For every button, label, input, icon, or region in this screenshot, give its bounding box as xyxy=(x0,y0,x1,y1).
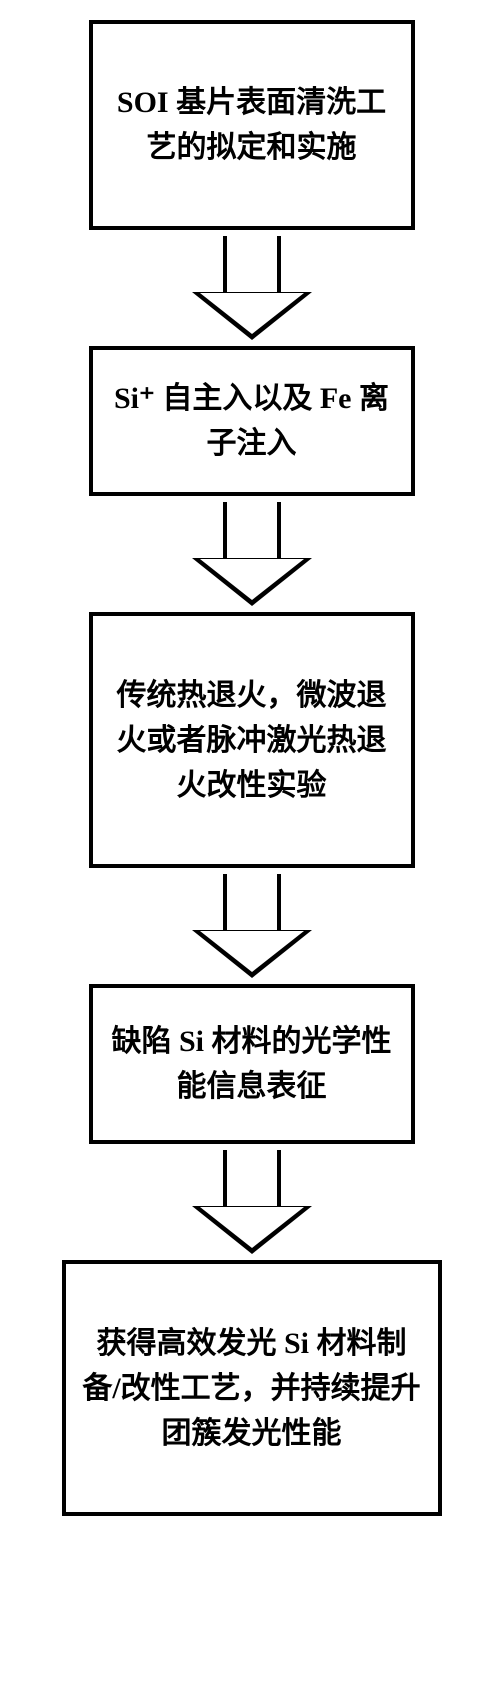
flow-arrow-4 xyxy=(192,1150,312,1254)
flow-step-3: 传统热退火，微波退火或者脉冲激光热退火改性实验 xyxy=(89,612,415,868)
flow-arrow-2 xyxy=(192,502,312,606)
flow-arrow-1 xyxy=(192,236,312,340)
arrow-stem xyxy=(223,236,281,292)
flow-step-1-label: SOI 基片表面清洗工艺的拟定和实施 xyxy=(109,80,395,170)
flow-step-5-label: 获得高效发光 Si 材料制备/改性工艺，并持续提升团簇发光性能 xyxy=(82,1321,422,1456)
arrow-head-icon xyxy=(192,1206,312,1254)
arrow-stem xyxy=(223,874,281,930)
flow-step-2-label: Si⁺ 自主入以及 Fe 离子注入 xyxy=(109,376,395,466)
flow-arrow-3 xyxy=(192,874,312,978)
flowchart-container: SOI 基片表面清洗工艺的拟定和实施 Si⁺ 自主入以及 Fe 离子注入传统热退火… xyxy=(20,20,483,1516)
arrow-head-icon xyxy=(192,292,312,340)
flow-step-5: 获得高效发光 Si 材料制备/改性工艺，并持续提升团簇发光性能 xyxy=(62,1260,442,1516)
arrow-stem xyxy=(223,502,281,558)
flow-step-1: SOI 基片表面清洗工艺的拟定和实施 xyxy=(89,20,415,230)
flow-step-2: Si⁺ 自主入以及 Fe 离子注入 xyxy=(89,346,415,496)
arrow-stem xyxy=(223,1150,281,1206)
arrow-head-icon xyxy=(192,930,312,978)
arrow-head-icon xyxy=(192,558,312,606)
flow-step-4: 缺陷 Si 材料的光学性能信息表征 xyxy=(89,984,415,1144)
flow-step-4-label: 缺陷 Si 材料的光学性能信息表征 xyxy=(109,1019,395,1109)
flow-step-3-label: 传统热退火，微波退火或者脉冲激光热退火改性实验 xyxy=(109,673,395,808)
